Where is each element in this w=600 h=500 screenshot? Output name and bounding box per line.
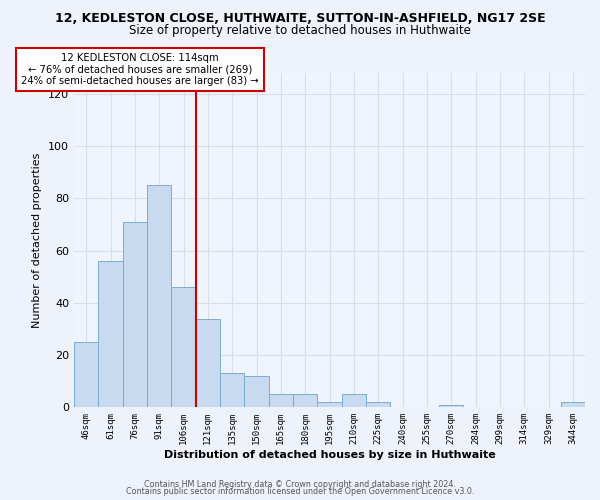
Bar — [317, 402, 341, 407]
Bar — [220, 374, 244, 408]
Bar — [244, 376, 269, 408]
Bar — [196, 318, 220, 408]
Bar — [293, 394, 317, 407]
Text: 12, KEDLESTON CLOSE, HUTHWAITE, SUTTON-IN-ASHFIELD, NG17 2SE: 12, KEDLESTON CLOSE, HUTHWAITE, SUTTON-I… — [55, 12, 545, 26]
Bar — [366, 402, 391, 407]
Bar — [560, 402, 585, 407]
Text: 12 KEDLESTON CLOSE: 114sqm
← 76% of detached houses are smaller (269)
24% of sem: 12 KEDLESTON CLOSE: 114sqm ← 76% of deta… — [21, 53, 259, 86]
Bar — [122, 222, 147, 408]
X-axis label: Distribution of detached houses by size in Huthwaite: Distribution of detached houses by size … — [164, 450, 496, 460]
Bar — [341, 394, 366, 407]
Bar — [98, 261, 122, 408]
Bar — [147, 186, 172, 408]
Text: Contains public sector information licensed under the Open Government Licence v3: Contains public sector information licen… — [126, 487, 474, 496]
Bar — [439, 404, 463, 407]
Bar — [74, 342, 98, 407]
Text: Contains HM Land Registry data © Crown copyright and database right 2024.: Contains HM Land Registry data © Crown c… — [144, 480, 456, 489]
Bar — [269, 394, 293, 407]
Text: Size of property relative to detached houses in Huthwaite: Size of property relative to detached ho… — [129, 24, 471, 37]
Bar — [172, 287, 196, 408]
Y-axis label: Number of detached properties: Number of detached properties — [32, 152, 43, 328]
